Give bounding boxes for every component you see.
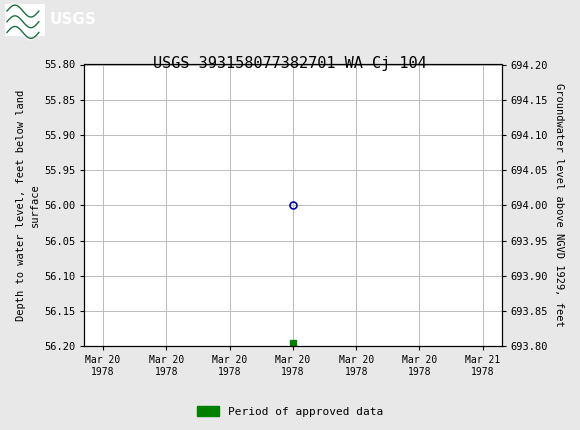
Y-axis label: Depth to water level, feet below land
surface: Depth to water level, feet below land su… (16, 90, 39, 321)
Text: USGS: USGS (49, 12, 96, 27)
Y-axis label: Groundwater level above NGVD 1929, feet: Groundwater level above NGVD 1929, feet (554, 83, 564, 327)
Legend: Period of approved data: Period of approved data (191, 401, 389, 422)
Text: USGS 393158077382701 WA Cj 104: USGS 393158077382701 WA Cj 104 (153, 56, 427, 71)
Bar (5, 4, 45, 36)
